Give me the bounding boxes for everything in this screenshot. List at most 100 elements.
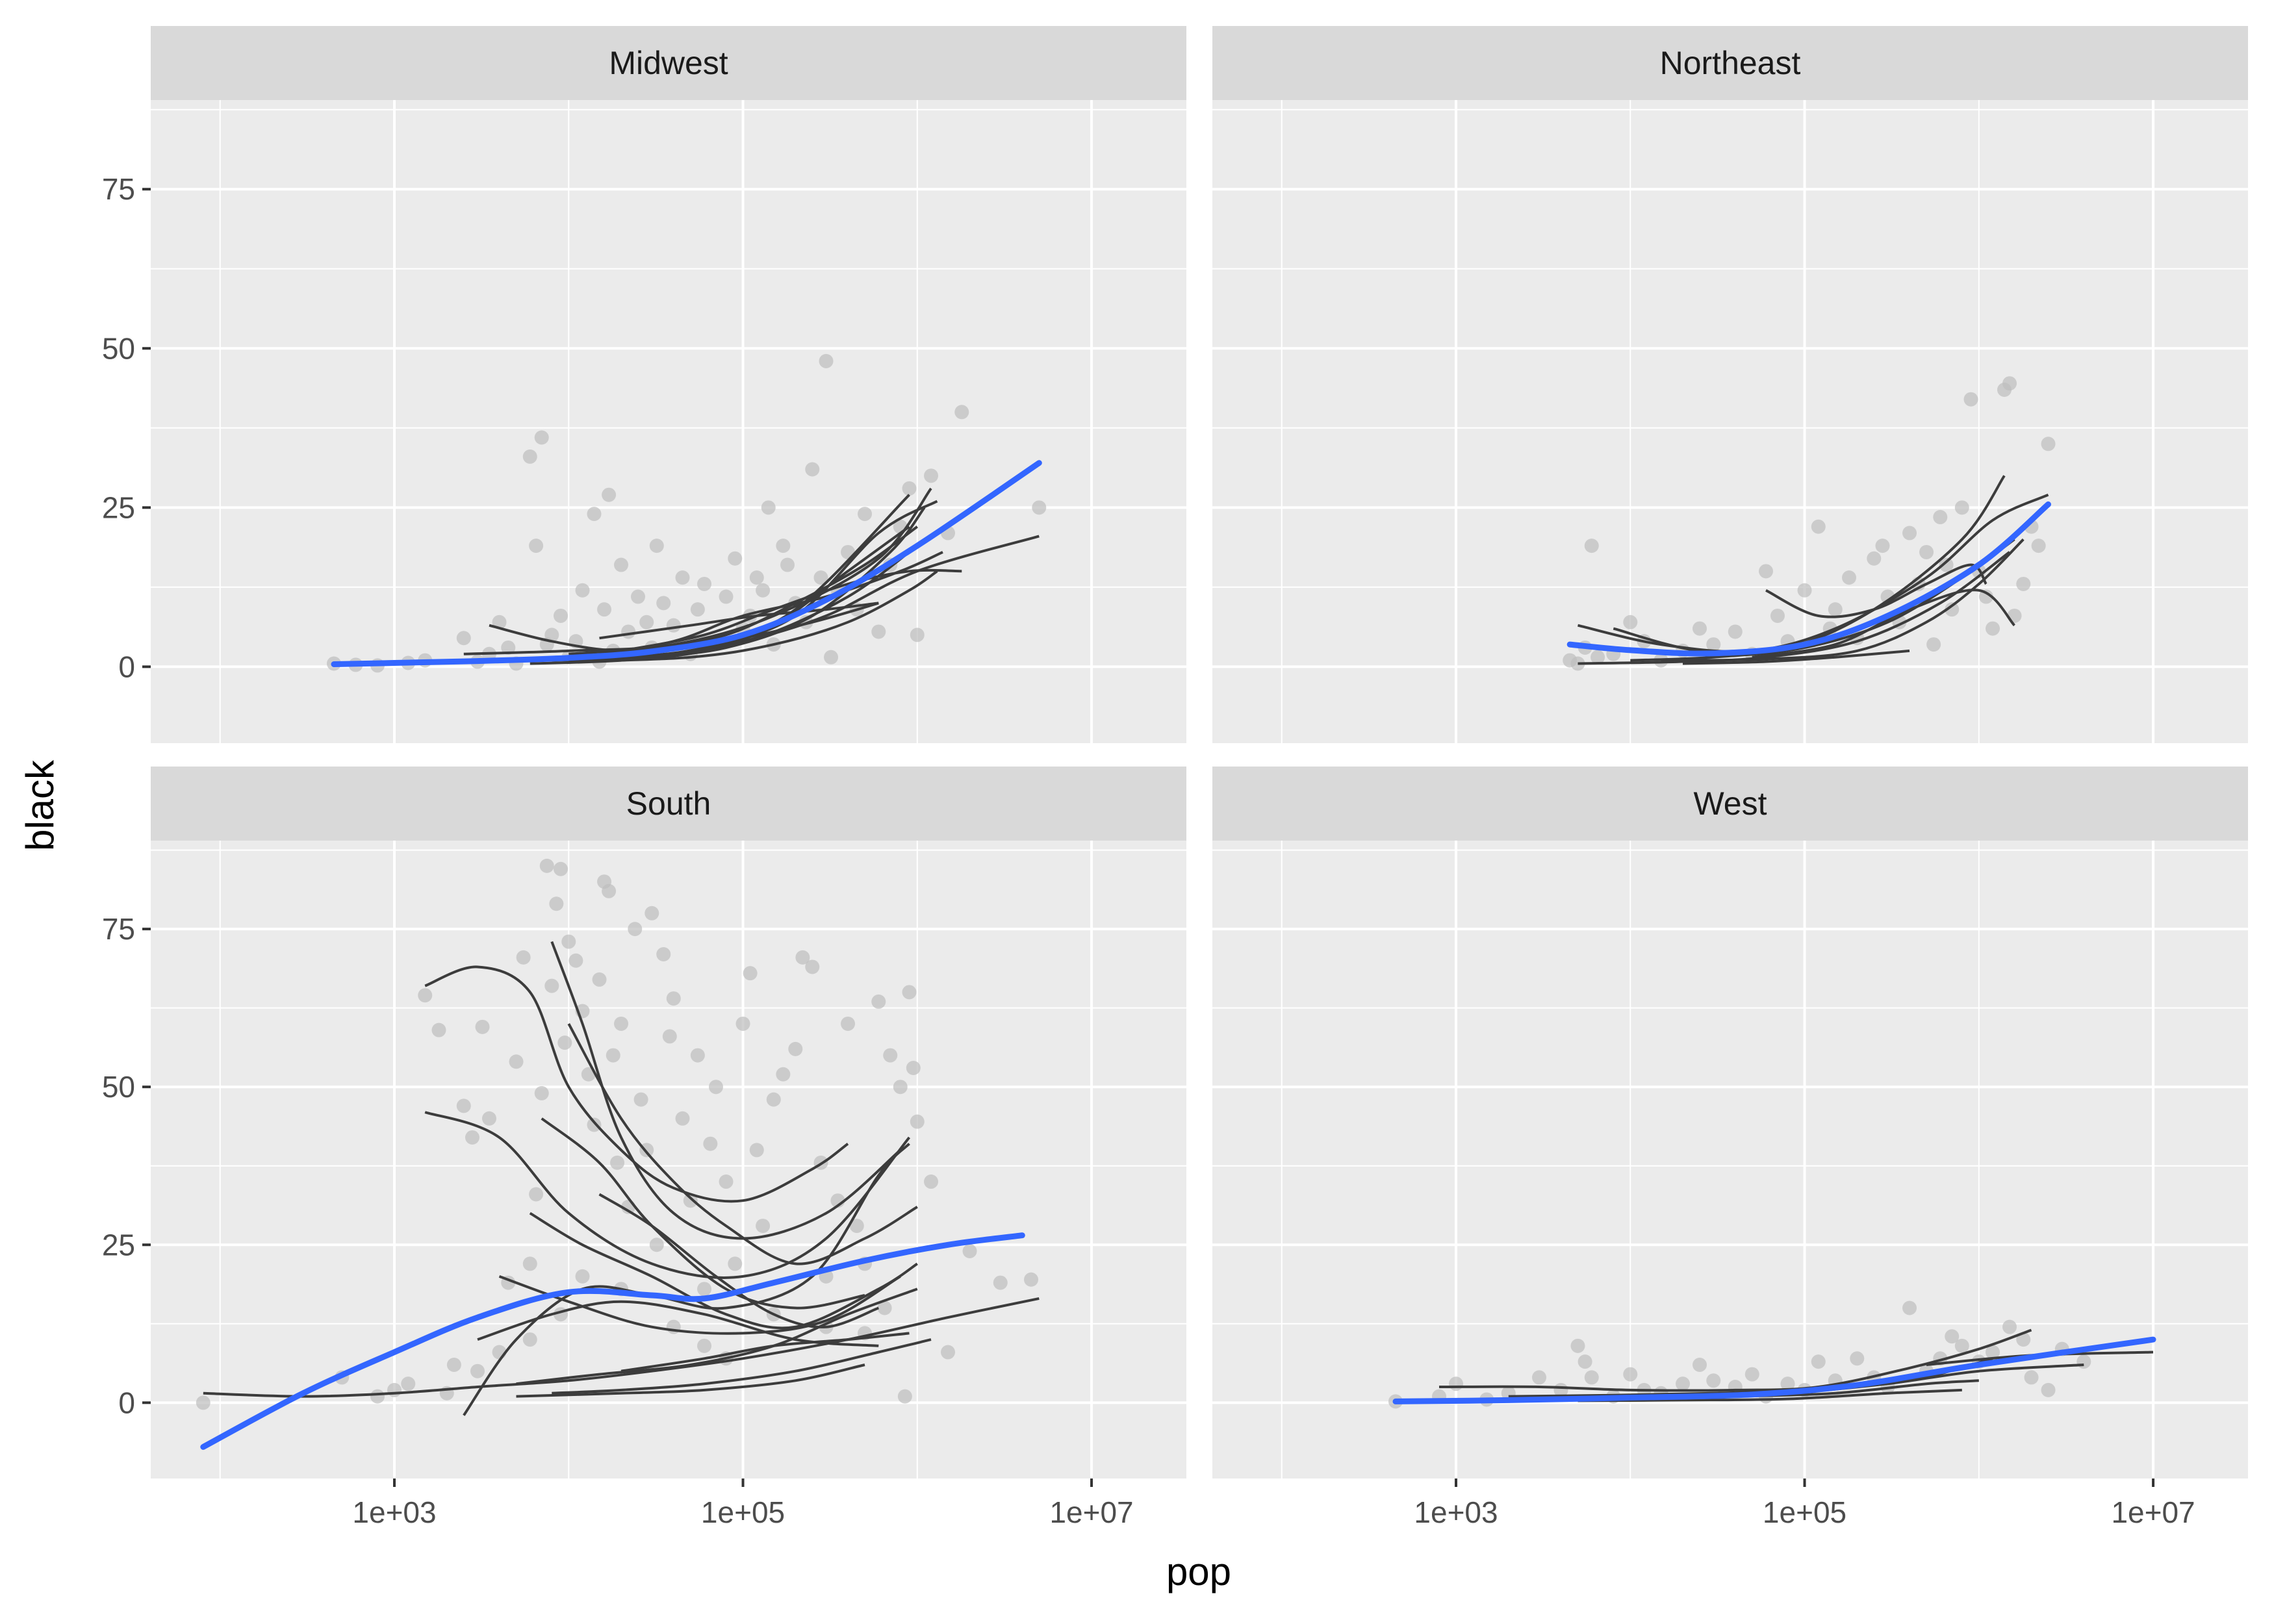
data-point: [1693, 1357, 1707, 1372]
facet-grid: [1212, 841, 2248, 1478]
data-point: [401, 1377, 416, 1391]
data-point: [431, 1022, 446, 1037]
data-point: [1963, 392, 1978, 407]
y-tick-label: 75: [102, 172, 135, 206]
data-point: [456, 631, 471, 646]
data-point: [522, 1332, 537, 1347]
state-smooth-line: [1765, 563, 1987, 618]
data-point: [446, 1357, 461, 1372]
data-point: [465, 1130, 479, 1145]
data-point: [824, 650, 839, 665]
data-point: [743, 966, 758, 981]
data-point: [561, 934, 576, 949]
state-smooth-line: [1578, 1388, 1962, 1402]
data-point: [621, 624, 636, 639]
data-point: [719, 1174, 734, 1189]
data-point: [2002, 1319, 2017, 1334]
data-point: [2031, 539, 2046, 553]
x-tick-label: 1e+03: [1414, 1495, 1498, 1529]
data-point: [697, 1338, 712, 1353]
y-tick-label: 50: [102, 331, 135, 365]
data-point: [529, 539, 544, 553]
facet-strip-label: South: [626, 785, 711, 822]
data-point: [675, 570, 690, 585]
data-point: [645, 906, 659, 920]
data-point: [557, 1035, 572, 1050]
data-point: [534, 430, 549, 445]
data-point: [2016, 1332, 2031, 1347]
data-point: [1933, 510, 1948, 525]
data-point: [1623, 1367, 1638, 1382]
data-point: [516, 950, 531, 965]
data-point: [761, 500, 776, 515]
data-point: [2041, 1382, 2056, 1397]
data-point: [614, 1016, 629, 1031]
data-point: [749, 570, 764, 585]
data-point: [544, 628, 559, 642]
y-axis-title: black: [18, 759, 62, 851]
data-point: [662, 1029, 677, 1044]
facet-strip-label: Midwest: [609, 45, 728, 81]
data-point: [675, 1111, 690, 1126]
data-point: [631, 589, 646, 604]
data-point: [2076, 1354, 2091, 1369]
x-tick-label: 1e+03: [352, 1495, 436, 1529]
state-smooth-line: [516, 1288, 918, 1386]
data-point: [1978, 589, 1993, 604]
data-point: [1939, 557, 1954, 572]
x-tick-label: 1e+07: [1049, 1495, 1133, 1529]
data-point: [735, 1016, 750, 1031]
data-point: [529, 1187, 544, 1202]
data-point: [1954, 1338, 1969, 1353]
data-point: [1954, 500, 1969, 515]
data-point: [1770, 608, 1785, 623]
data-point: [924, 468, 939, 483]
state-smooth-line: [516, 1364, 865, 1398]
state-smooth-line: [424, 1111, 911, 1279]
data-point: [666, 618, 681, 633]
facet-marks: [1563, 376, 2056, 671]
x-tick-label: 1e+07: [2111, 1495, 2195, 1529]
data-point: [910, 628, 925, 642]
facet-strip: [1212, 767, 2248, 841]
state-smooth-line: [477, 1300, 879, 1347]
data-point: [1706, 637, 1721, 652]
data-point: [492, 615, 507, 629]
data-point: [858, 507, 873, 522]
overall-smooth-line: [1392, 1336, 2156, 1404]
data-point: [568, 953, 583, 968]
facet-panel: [151, 841, 1186, 1478]
data-point: [788, 1041, 803, 1056]
data-point: [1759, 564, 1774, 579]
data-point: [639, 615, 654, 629]
data-point: [549, 896, 564, 911]
state-smooth-line: [424, 965, 849, 1203]
data-point: [1986, 621, 2000, 636]
axes: 0 25 50 75 0 25 50 75 1e+03 1e+05 1e+07 1e+03 1e+05 1…: [102, 172, 2195, 1529]
data-point: [1449, 1377, 1464, 1391]
data-point: [1780, 1377, 1795, 1391]
data-point: [610, 1155, 625, 1170]
data-point: [1584, 539, 1599, 553]
data-point: [575, 1269, 590, 1284]
state-smooth-line: [1752, 589, 2016, 659]
data-point: [553, 608, 568, 623]
data-point: [697, 1282, 712, 1297]
facet-strip: [151, 26, 1186, 100]
facet-northeast: Northeast: [1212, 26, 2248, 743]
facet-grid: [1212, 100, 2248, 743]
data-point: [719, 589, 734, 604]
data-point: [690, 602, 705, 617]
data-point: [587, 1117, 602, 1132]
data-point: [924, 1174, 939, 1189]
data-point: [756, 1219, 771, 1234]
data-point: [893, 1080, 908, 1095]
data-point: [1986, 1345, 2000, 1360]
state-smooth-line: [651, 535, 1040, 659]
facet-strip-label: West: [1694, 785, 1767, 822]
x-tick-label: 1e+05: [1763, 1495, 1846, 1529]
data-point: [728, 1256, 743, 1271]
facet-marks: [1388, 1300, 2156, 1409]
state-smooth-line: [1578, 493, 2049, 653]
